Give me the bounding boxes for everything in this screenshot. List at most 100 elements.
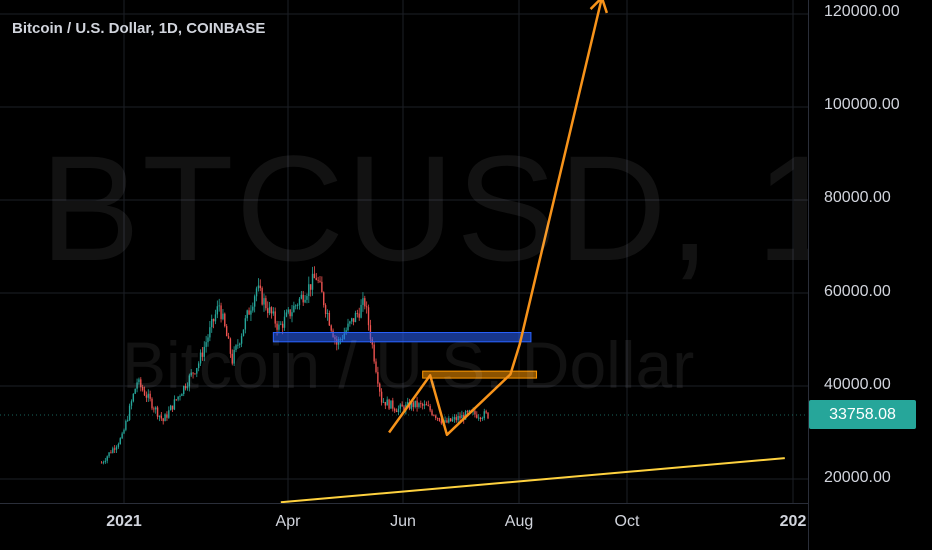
candle-body bbox=[379, 383, 381, 392]
candle-body bbox=[211, 319, 213, 328]
resistance-zone-orange bbox=[422, 370, 538, 379]
price-axis[interactable] bbox=[808, 0, 932, 550]
candle-body bbox=[239, 343, 241, 345]
candle-body bbox=[227, 336, 230, 339]
candle-body bbox=[115, 446, 118, 450]
candle-body bbox=[309, 284, 312, 290]
chart-plot-area[interactable] bbox=[0, 0, 808, 503]
candle-body bbox=[250, 310, 252, 315]
candle-body bbox=[384, 401, 387, 406]
candle-body bbox=[134, 388, 136, 394]
candle-body bbox=[123, 429, 125, 434]
candle-body bbox=[173, 399, 176, 410]
candle-body bbox=[481, 418, 484, 419]
x-tick-label: Jun bbox=[390, 513, 416, 530]
candle-body bbox=[375, 361, 377, 373]
candle-body bbox=[283, 316, 286, 328]
candle-body bbox=[365, 306, 368, 308]
candle-body bbox=[345, 330, 347, 334]
candle-body bbox=[201, 352, 204, 357]
candle-body bbox=[416, 400, 418, 407]
candle-body bbox=[160, 415, 163, 419]
candle-body bbox=[276, 323, 278, 330]
candle-body bbox=[162, 418, 164, 422]
time-axis[interactable] bbox=[0, 503, 808, 550]
candle-body bbox=[181, 393, 183, 397]
candle-body bbox=[270, 307, 273, 314]
candle-body bbox=[263, 298, 265, 305]
candle-body bbox=[457, 416, 459, 421]
candle-body bbox=[257, 285, 260, 289]
candle-body bbox=[121, 433, 123, 439]
candle-body bbox=[296, 305, 299, 306]
y-tick-label: 40000.00 bbox=[824, 376, 891, 393]
candle-body bbox=[197, 363, 200, 369]
candle-body bbox=[373, 344, 375, 362]
candle-body bbox=[242, 329, 245, 337]
candle-body bbox=[196, 368, 198, 374]
x-tick-label: Aug bbox=[504, 513, 534, 530]
candle-body bbox=[328, 313, 331, 326]
candle-body bbox=[349, 321, 351, 324]
candle-body bbox=[306, 296, 308, 300]
candle-body bbox=[261, 288, 263, 305]
candle-body bbox=[440, 421, 443, 424]
candle-body bbox=[293, 305, 295, 313]
candle-body bbox=[308, 284, 310, 297]
candle-body bbox=[268, 307, 271, 314]
candle-body bbox=[362, 298, 364, 305]
candle-body bbox=[446, 420, 448, 423]
candle-body bbox=[330, 325, 332, 331]
candle-body bbox=[390, 400, 392, 409]
candle-body bbox=[479, 417, 482, 419]
x-tick-label: 202 bbox=[779, 513, 807, 530]
candle-body bbox=[192, 372, 194, 374]
candle-body bbox=[102, 462, 105, 463]
candle-body bbox=[285, 312, 288, 317]
candle-body bbox=[272, 311, 275, 314]
candle-body bbox=[119, 438, 121, 445]
projection-layer bbox=[388, 0, 609, 437]
y-tick-label: 20000.00 bbox=[824, 469, 891, 486]
candle-body bbox=[138, 379, 140, 383]
candle-body bbox=[420, 403, 422, 405]
candle-body bbox=[218, 305, 220, 307]
candle-body bbox=[117, 444, 120, 447]
candle-body bbox=[205, 342, 207, 347]
candle-body bbox=[106, 456, 108, 461]
y-tick-label: 120000.00 bbox=[824, 3, 900, 20]
candle-body bbox=[311, 273, 314, 290]
candle-body bbox=[153, 408, 155, 410]
candle-body bbox=[302, 294, 304, 303]
candle-body bbox=[248, 310, 250, 315]
candle-body bbox=[380, 391, 383, 403]
candle-body bbox=[436, 417, 439, 419]
candle-body bbox=[364, 298, 366, 307]
candle-body bbox=[184, 385, 187, 389]
candle-body bbox=[433, 414, 435, 416]
candle-body bbox=[166, 414, 168, 418]
candle-body bbox=[140, 379, 142, 388]
candle-body bbox=[240, 336, 243, 344]
candle-body bbox=[466, 411, 469, 413]
candle-body bbox=[323, 292, 325, 306]
candle-body bbox=[435, 415, 437, 418]
candle-body bbox=[231, 353, 233, 364]
x-tick-label: 2021 bbox=[106, 513, 142, 530]
candle-body bbox=[414, 400, 416, 407]
y-tick-label: 60000.00 bbox=[824, 283, 891, 300]
candle-body bbox=[244, 318, 247, 330]
candle-body bbox=[207, 337, 209, 343]
candle-body bbox=[255, 288, 258, 297]
candle-body bbox=[455, 417, 457, 421]
candle-body bbox=[220, 305, 222, 320]
candle-body bbox=[421, 404, 424, 406]
candle-body bbox=[151, 398, 153, 409]
candle-body bbox=[395, 410, 398, 412]
candle-body bbox=[298, 298, 301, 306]
candle-body bbox=[324, 305, 327, 314]
candle-body bbox=[403, 406, 405, 411]
candle-body bbox=[113, 448, 116, 450]
candle-body bbox=[267, 308, 269, 314]
projection-path bbox=[388, 0, 603, 437]
